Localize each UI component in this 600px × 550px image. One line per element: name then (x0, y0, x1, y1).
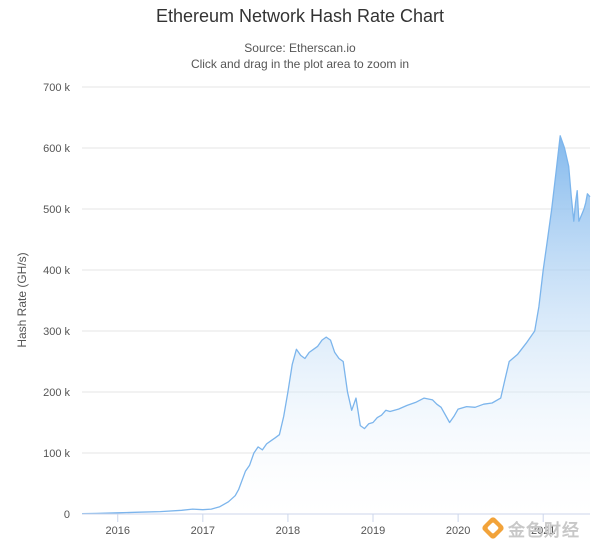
y-tick-label: 100 k (43, 448, 70, 460)
chart-subtitle: Source: Etherscan.io Click and drag in t… (0, 40, 600, 72)
x-tick-label: 2018 (276, 525, 300, 537)
chart-title: Ethereum Network Hash Rate Chart (155, 6, 445, 26)
hash-rate-line (81, 135, 591, 515)
hash-rate-area (82, 135, 590, 515)
zoom-hint-text: Click and drag in the plot area to zoom … (190, 57, 410, 71)
x-tick-label: 2017 (191, 525, 215, 537)
x-tick-label: 2019 (361, 525, 385, 537)
x-tick-label: 2021 (531, 525, 555, 537)
y-tick-label: 0 (64, 509, 70, 521)
watermark: 金色财经 (480, 515, 580, 541)
x-tick-label: 2016 (105, 525, 129, 537)
y-tick-label: 300 k (43, 326, 70, 338)
y-tick-label: 200 k (43, 387, 70, 399)
y-tick-label: 700 k (43, 82, 70, 94)
y-tick-label: 600 k (43, 143, 70, 155)
jinse-logo-icon (480, 515, 506, 541)
axes: 0 100 k 200 k 300 k 400 k 500 k 600 k 700 k 2016… (43, 82, 590, 537)
y-tick-label: 400 k (43, 265, 70, 277)
x-tick-label: 2020 (446, 525, 470, 537)
y-tick-label: 500 k (43, 204, 70, 216)
plot-area[interactable] (81, 135, 591, 515)
source-text: Source: Etherscan.io (244, 41, 356, 55)
watermark-text: 金色财经 (508, 520, 580, 540)
